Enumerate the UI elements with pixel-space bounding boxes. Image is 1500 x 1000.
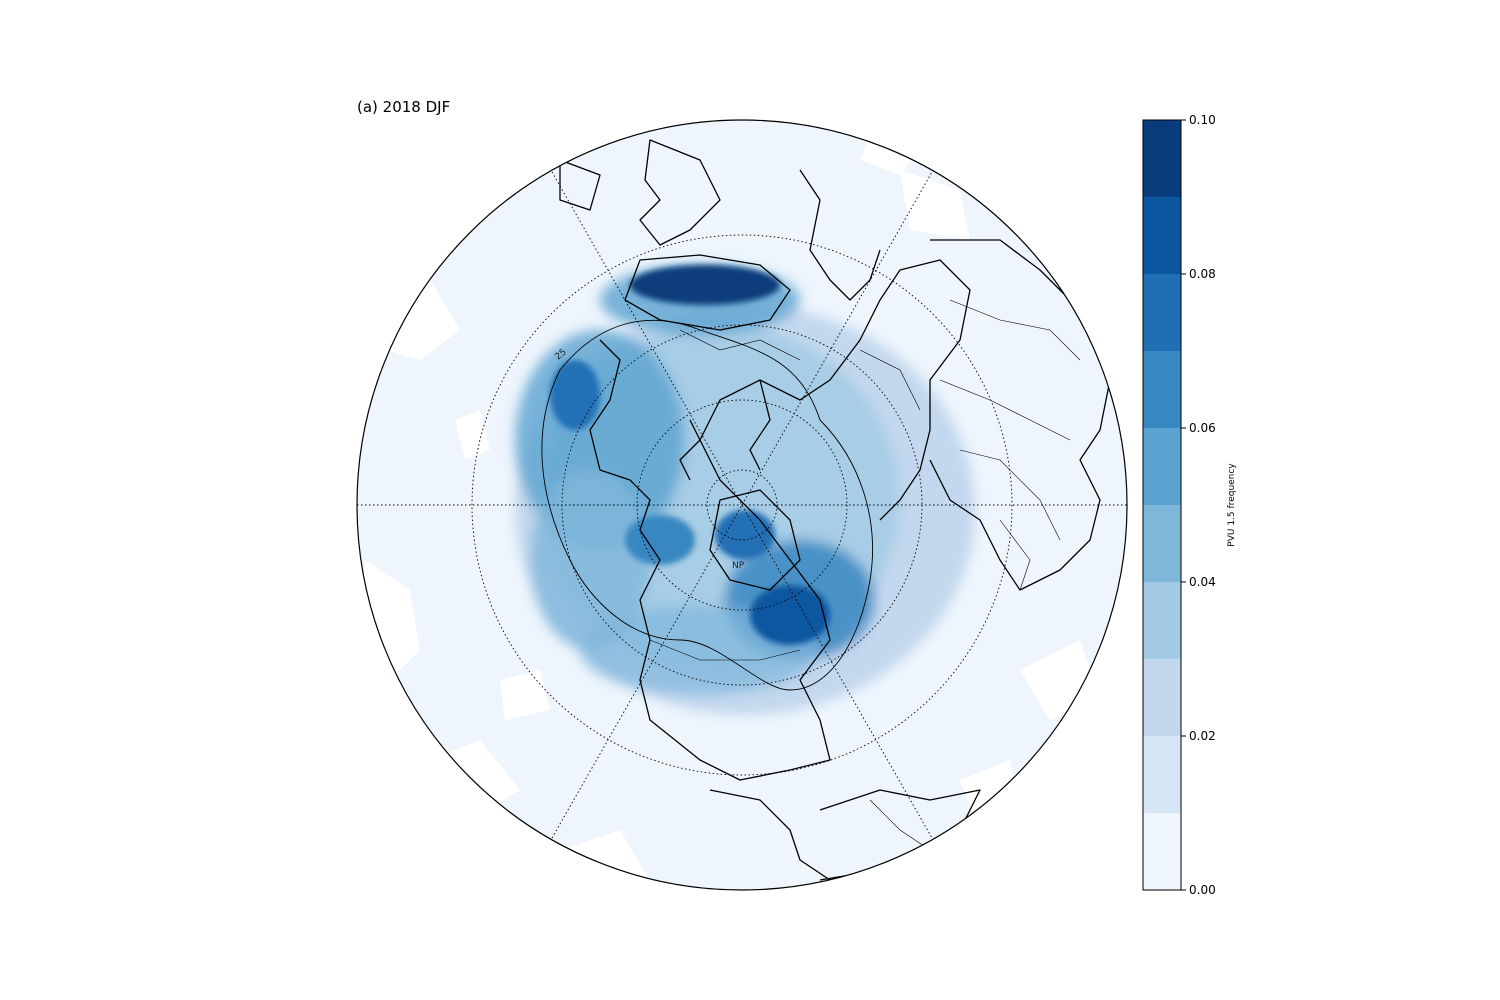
colorbar-band-7	[1143, 274, 1181, 351]
graticule	[357, 171, 1127, 839]
colorbar-frame	[1142, 119, 1182, 891]
colorbar-band-4	[1143, 505, 1181, 582]
colorbar: 0.00 0.02 0.04 0.06 0.08 0.10 PVU 1.5 frequen…	[1142, 113, 1237, 897]
colorbar-tick-label-5: 0.10	[1189, 113, 1216, 127]
colorbar-band-1	[1143, 736, 1181, 813]
panel-title: (a) 2018 DJF	[357, 98, 450, 116]
colorbar-label: PVU 1.5 frequency	[1227, 463, 1237, 547]
colorbar-band-8	[1143, 197, 1181, 274]
colorbar-tick-label-0: 0.00	[1189, 883, 1216, 897]
coastlines	[559, 139, 1111, 881]
pole-label: NP	[732, 561, 745, 571]
colorbar-band-3	[1143, 582, 1181, 659]
colorbar-tick-label-1: 0.02	[1189, 729, 1216, 743]
colorbar-band-6	[1143, 351, 1181, 428]
colorbar-band-0	[1143, 813, 1181, 890]
map-disc: 25 NP	[357, 120, 1127, 890]
colorbar-band-2	[1143, 659, 1181, 736]
colorbar-tick-label-4: 0.08	[1189, 267, 1216, 281]
map-outline	[356, 119, 1128, 891]
colorbar-band-9	[1143, 120, 1181, 197]
colorbar-bands	[1143, 120, 1181, 890]
colorbar-band-5	[1143, 428, 1181, 505]
colorbar-tick-label-2: 0.04	[1189, 575, 1216, 589]
country-borders	[649, 299, 1081, 851]
colorbar-ticks: 0.00 0.02 0.04 0.06 0.08 0.10	[1181, 113, 1216, 897]
colorbar-tick-label-3: 0.06	[1189, 421, 1216, 435]
